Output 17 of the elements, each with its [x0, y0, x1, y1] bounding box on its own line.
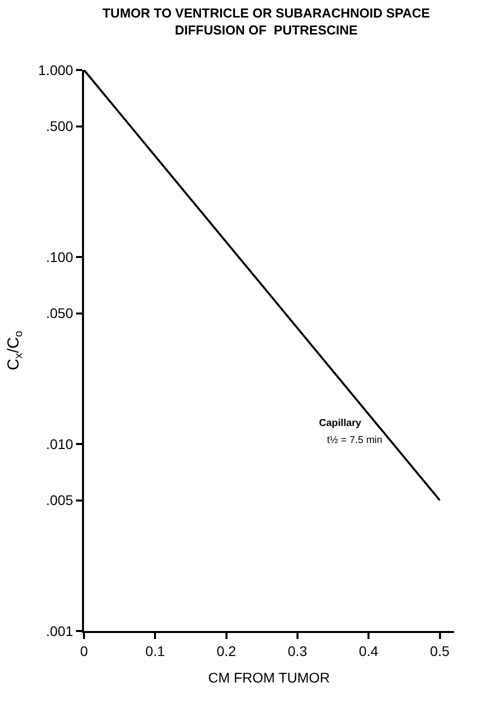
y-tick-label: .010	[46, 436, 74, 452]
annotation: t½ = 7.5 min	[327, 435, 382, 446]
x-axis-title: CM FROM TUMOR	[208, 670, 330, 686]
y-tick-label: .500	[46, 118, 74, 134]
x-tick-label: 0.1	[145, 642, 166, 659]
y-tick-label: 1.000	[38, 62, 74, 78]
x-tick-label: 0.4	[358, 642, 379, 659]
chart-title: TUMOR TO VENTRICLE OR SUBARACHNOID SPACE DIFFUSION OF PUTRESCINE	[102, 6, 430, 38]
annotation: Capillary	[319, 418, 362, 429]
y-tick-label: .100	[46, 248, 74, 265]
y-tick-label: .001	[46, 622, 74, 639]
x-tick-label: 0.3	[288, 642, 308, 659]
x-tick-label: 0.2	[216, 642, 236, 659]
x-tick-label: 0	[80, 642, 88, 659]
x-tick-label: 0.5	[430, 642, 450, 659]
y-tick-label: .050	[46, 305, 74, 322]
y-tick-label: .005	[46, 492, 74, 508]
